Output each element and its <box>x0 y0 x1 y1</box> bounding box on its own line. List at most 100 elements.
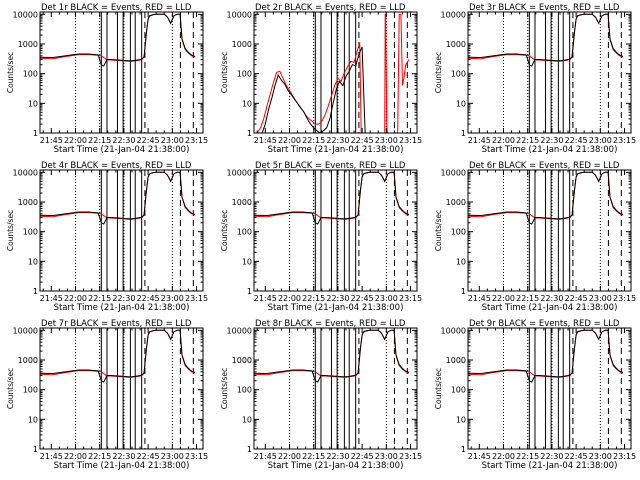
panel-6: 1 10 100 1000 10000 21:45 22:00 22:15 22:30 22:45… <box>434 161 636 313</box>
x-tick-label: 22:45 <box>565 294 588 303</box>
y-tick-label: 10000 <box>441 168 466 177</box>
panel-title: Det 1r BLACK = Events, RED = LLD <box>41 3 192 13</box>
x-tick-label: 23:15 <box>399 136 422 145</box>
x-tick-label: 23:00 <box>589 452 612 461</box>
y-tick-label: 1000 <box>232 198 252 207</box>
y-tick-label: 10000 <box>441 326 466 335</box>
panel-title: Det 3r BLACK = Events, RED = LLD <box>469 3 620 13</box>
x-tick-label: 23:15 <box>185 294 208 303</box>
y-tick-label: 1000 <box>446 198 466 207</box>
x-tick-label: 22:00 <box>492 136 515 145</box>
plot-frame <box>39 169 204 292</box>
y-tick-label: 1 <box>33 445 38 454</box>
y-tick-label: 10 <box>28 99 38 108</box>
y-tick-label: 100 <box>23 386 38 395</box>
x-tick-label: 22:00 <box>278 136 301 145</box>
panel-title: Det 4r BLACK = Events, RED = LLD <box>41 161 192 171</box>
y-tick-label: 10 <box>456 415 466 424</box>
panel-title: Det 8r BLACK = Events, RED = LLD <box>255 319 406 329</box>
y-tick-label: 1 <box>247 445 252 454</box>
y-tick-label: 1000 <box>232 356 252 365</box>
panel-2: 1 10 100 1000 10000 21:45 22:00 22:15 22:30 22:45… <box>220 3 422 155</box>
y-axis-label: Counts/sec <box>434 368 443 409</box>
y-tick-label: 10 <box>242 257 252 266</box>
x-tick-label: 23:00 <box>161 294 184 303</box>
panel-9: 1 10 100 1000 10000 21:45 22:00 22:15 22:30 22:45… <box>434 319 636 471</box>
y-tick-label: 10000 <box>13 326 38 335</box>
y-tick-label: 1 <box>33 129 38 138</box>
y-tick-label: 1 <box>461 129 466 138</box>
x-tick-label: 22:45 <box>137 294 160 303</box>
x-tick-label: 21:45 <box>40 136 63 145</box>
panel-1: 1 10 100 1000 10000 21:45 22:00 22:15 22:30 22:45… <box>6 3 208 155</box>
y-tick-label: 1 <box>247 129 252 138</box>
x-tick-label: 23:00 <box>375 294 398 303</box>
x-tick-label: 21:45 <box>468 294 491 303</box>
panel-5: 1 10 100 1000 10000 21:45 22:00 22:15 22:30 22:45… <box>220 161 422 313</box>
x-tick-label: 22:45 <box>351 452 374 461</box>
y-tick-label: 10 <box>28 415 38 424</box>
x-tick-label: 22:00 <box>278 294 301 303</box>
plot-frame <box>39 327 204 450</box>
x-tick-label: 22:45 <box>351 294 374 303</box>
x-tick-label: 23:15 <box>185 136 208 145</box>
x-tick-label: 23:00 <box>375 452 398 461</box>
x-tick-label: 22:30 <box>540 136 563 145</box>
x-tick-label: 23:15 <box>613 136 636 145</box>
x-tick-label: 22:00 <box>64 294 87 303</box>
events-series-line <box>468 13 624 67</box>
y-tick-label: 1 <box>247 287 252 296</box>
y-tick-label: 1000 <box>18 40 38 49</box>
plot-frame <box>467 169 632 292</box>
x-axis-label: Start Time (21-Jan-04 21:38:00) <box>54 461 190 471</box>
plot-frame <box>467 11 632 134</box>
x-tick-label: 22:00 <box>278 452 301 461</box>
x-tick-label: 22:30 <box>540 452 563 461</box>
x-tick-label: 21:45 <box>468 452 491 461</box>
y-axis-label: Counts/sec <box>220 52 229 93</box>
x-axis-label: Start Time (21-Jan-04 21:38:00) <box>268 145 404 155</box>
events-series-line <box>468 329 624 383</box>
y-tick-label: 10000 <box>13 10 38 19</box>
y-tick-label: 10000 <box>227 10 252 19</box>
x-tick-label: 22:00 <box>492 294 515 303</box>
y-tick-label: 10 <box>456 257 466 266</box>
panel-4: 1 10 100 1000 10000 21:45 22:00 22:15 22:30 22:45… <box>6 161 208 313</box>
events-series-line <box>468 171 624 225</box>
x-tick-label: 23:15 <box>613 452 636 461</box>
events-series-line <box>40 13 196 67</box>
y-tick-label: 1 <box>461 445 466 454</box>
x-tick-label: 22:15 <box>516 452 539 461</box>
panel-title: Det 9r BLACK = Events, RED = LLD <box>469 319 620 329</box>
x-tick-label: 23:00 <box>375 136 398 145</box>
x-tick-label: 21:45 <box>40 294 63 303</box>
x-tick-label: 22:15 <box>302 452 325 461</box>
panel-7: 1 10 100 1000 10000 21:45 22:00 22:15 22:30 22:45… <box>6 319 208 471</box>
panel-title: Det 7r BLACK = Events, RED = LLD <box>41 319 192 329</box>
y-tick-label: 10 <box>242 99 252 108</box>
events-series-line <box>40 171 196 225</box>
y-axis-label: Counts/sec <box>434 210 443 251</box>
events-series-line <box>254 171 410 225</box>
x-tick-label: 22:30 <box>326 452 349 461</box>
panel-8: 1 10 100 1000 10000 21:45 22:00 22:15 22:30 22:45… <box>220 319 422 471</box>
x-tick-label: 22:45 <box>351 136 374 145</box>
x-tick-label: 23:00 <box>589 294 612 303</box>
x-axis-label: Start Time (21-Jan-04 21:38:00) <box>482 461 618 471</box>
x-tick-label: 21:45 <box>254 452 277 461</box>
panel-title: Det 5r BLACK = Events, RED = LLD <box>255 161 406 171</box>
events-series-line <box>254 46 366 133</box>
x-tick-label: 21:45 <box>254 136 277 145</box>
y-tick-label: 1000 <box>232 40 252 49</box>
x-tick-label: 22:30 <box>112 452 135 461</box>
x-tick-label: 22:45 <box>565 136 588 145</box>
x-tick-label: 22:00 <box>492 452 515 461</box>
plot-frame <box>467 327 632 450</box>
x-tick-label: 23:15 <box>613 294 636 303</box>
x-tick-label: 22:15 <box>516 294 539 303</box>
x-tick-label: 22:15 <box>88 136 111 145</box>
x-tick-label: 22:15 <box>516 136 539 145</box>
x-axis-label: Start Time (21-Jan-04 21:38:00) <box>482 145 618 155</box>
y-tick-label: 1000 <box>18 198 38 207</box>
